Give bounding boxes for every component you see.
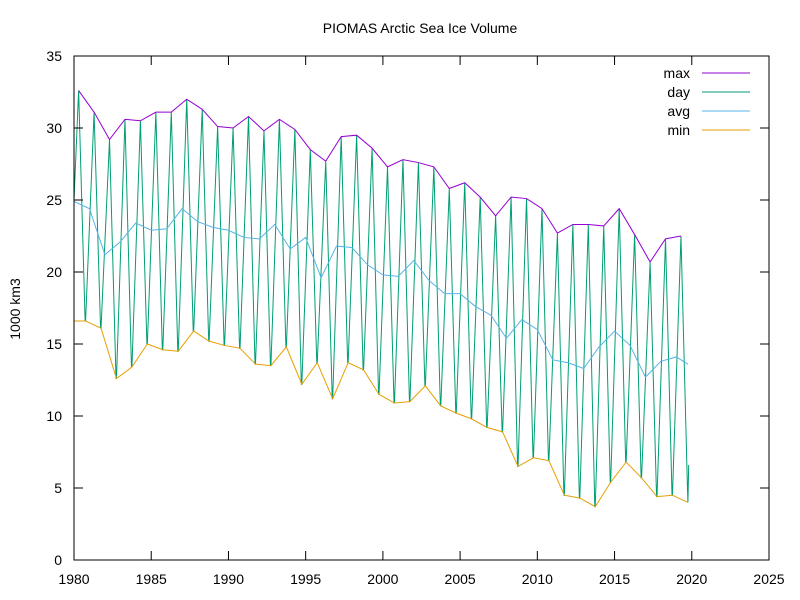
legend: max day avg min — [664, 65, 750, 138]
y-tick-label: 25 — [46, 192, 62, 208]
plot-frame — [73, 55, 770, 561]
chart-title: PIOMAS Arctic Sea Ice Volume — [323, 20, 518, 36]
legend-label-min: min — [667, 122, 690, 138]
series-day-line — [73, 90, 690, 508]
x-tick-label: 1990 — [213, 571, 244, 587]
y-tick-label: 30 — [46, 120, 62, 136]
y-tick-label: 15 — [46, 336, 62, 352]
y-tick-label: 35 — [46, 48, 62, 64]
series-min-line — [74, 320, 689, 508]
y-tick-label: 20 — [46, 264, 62, 280]
legend-label-avg: avg — [667, 103, 690, 119]
x-tick-label: 2005 — [445, 571, 476, 587]
x-tick-label: 2010 — [522, 571, 553, 587]
x-tick-label: 1980 — [58, 571, 89, 587]
legend-label-day: day — [667, 84, 690, 100]
series-avg-line — [73, 200, 689, 378]
y-tick-label: 0 — [54, 552, 62, 568]
x-tick-label: 2015 — [599, 571, 630, 587]
x-tick-label: 2025 — [753, 571, 784, 587]
y-tick-label: 10 — [46, 408, 62, 424]
y-axis-label: 1000 km3 — [7, 278, 23, 340]
x-tick-label: 1995 — [290, 571, 321, 587]
x-tick-label: 2020 — [676, 571, 707, 587]
x-tick-label: 2000 — [367, 571, 398, 587]
y-tick-label: 5 — [54, 480, 62, 496]
series-max-line — [78, 90, 682, 263]
x-tick-label: 1985 — [136, 571, 167, 587]
legend-label-max: max — [664, 65, 690, 81]
